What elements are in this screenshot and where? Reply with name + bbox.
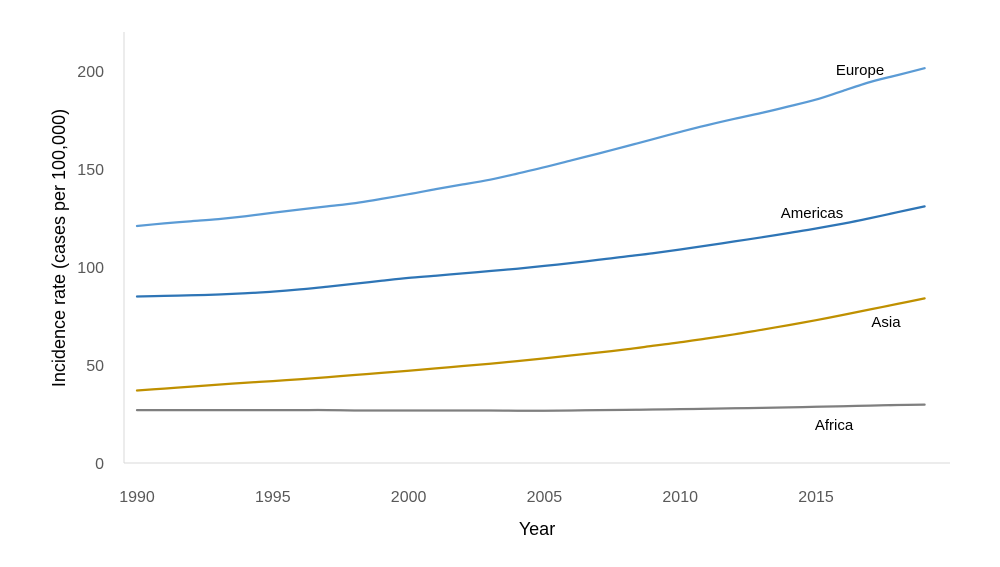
x-tick-labels: 1990 1995 2000 2005 2010 2015 — [119, 489, 834, 506]
axes — [123, 32, 950, 464]
series-line-africa — [135, 403, 926, 412]
x-tick-label: 2010 — [662, 489, 698, 506]
series-label-asia: Asia — [871, 314, 901, 331]
x-tick-label: 1995 — [255, 489, 291, 506]
x-axis-title: Year — [519, 519, 555, 539]
series-labels: Europe Americas Asia Africa — [781, 62, 902, 434]
y-axis-title: Incidence rate (cases per 100,000) — [49, 109, 69, 387]
series-label-europe: Europe — [836, 62, 884, 79]
series-label-americas: Americas — [781, 205, 844, 222]
y-tick-label: 200 — [77, 64, 104, 81]
y-tick-labels: 0 50 100 150 200 — [77, 64, 104, 473]
x-tick-label: 2005 — [527, 489, 563, 506]
y-tick-label: 50 — [86, 358, 104, 375]
series-lines — [135, 67, 926, 412]
x-tick-label: 2015 — [798, 489, 834, 506]
x-tick-label: 1990 — [119, 489, 155, 506]
y-tick-label: 100 — [77, 260, 104, 277]
x-tick-label: 2000 — [391, 489, 427, 506]
y-tick-label: 150 — [77, 162, 104, 179]
series-line-americas — [135, 205, 926, 298]
series-label-africa: Africa — [815, 417, 854, 434]
series-line-asia — [135, 297, 926, 392]
series-line-europe — [135, 67, 926, 228]
y-tick-label: 0 — [95, 456, 104, 473]
